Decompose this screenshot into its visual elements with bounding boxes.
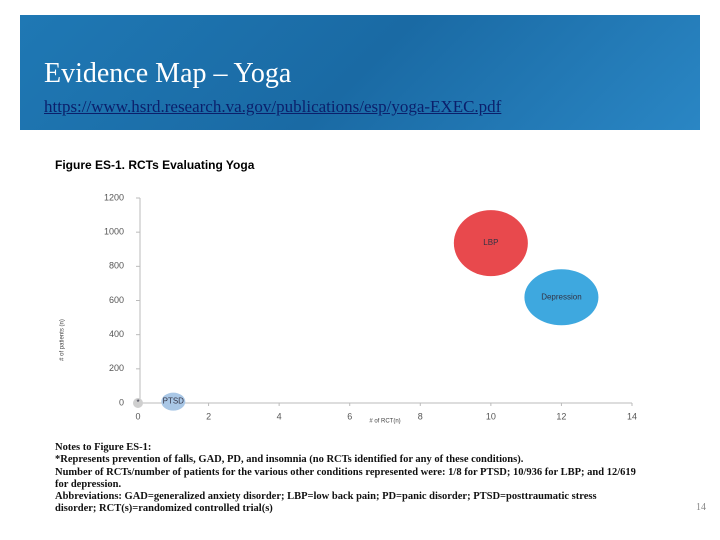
bubble-label: * [136, 398, 139, 407]
note-line: Notes to Figure ES-1: [55, 442, 152, 453]
bubble [453, 210, 528, 277]
bubble-label: PTSD [163, 397, 185, 406]
banner [20, 15, 700, 130]
x-tick-label: 0 [135, 411, 140, 421]
page-number: 14 [696, 502, 706, 513]
y-tick-label: 1200 [104, 192, 124, 202]
x-tick-label: 6 [347, 411, 352, 421]
x-tick-label: 14 [627, 411, 637, 421]
bubble-label: LBP [483, 238, 498, 247]
chart: Figure ES-1. RCTs Evaluating Yoga # of p… [55, 158, 637, 425]
y-tick-label: 200 [109, 363, 124, 373]
x-tick-label: 2 [206, 411, 211, 421]
y-tick-label: 400 [109, 329, 124, 339]
y-tick-label: 1000 [104, 227, 124, 237]
slide-title: Evidence Map – Yoga [44, 58, 292, 89]
bubble-label: Depression [541, 292, 581, 301]
chart-title: Figure ES-1. RCTs Evaluating Yoga [55, 158, 255, 172]
y-tick-label: 600 [109, 295, 124, 305]
x-tick-label: 4 [277, 411, 282, 421]
notes: Notes to Figure ES-1: *Represents prevent… [55, 442, 640, 516]
y-axis-label: # of patients (n) [60, 319, 66, 361]
note-line: Number of RCTs/number of patients for th… [55, 466, 636, 490]
x-tick-label: 8 [418, 411, 423, 421]
bubble [133, 398, 143, 408]
bubble [161, 392, 186, 411]
note-line: *Represents prevention of falls, GAD, PD… [55, 454, 524, 466]
y-tick-label: 800 [109, 261, 124, 271]
x-axis-label: # of RCT(n) [369, 419, 400, 425]
x-tick-label: 10 [486, 411, 496, 421]
bubble [524, 269, 599, 326]
x-tick-label: 12 [556, 411, 566, 421]
link[interactable]: https://www.hsrd.research.va.gov/publica… [44, 97, 502, 116]
y-tick-label: 0 [119, 397, 124, 407]
note-line: Abbreviations: GAD=generalized anxiety d… [55, 491, 597, 515]
